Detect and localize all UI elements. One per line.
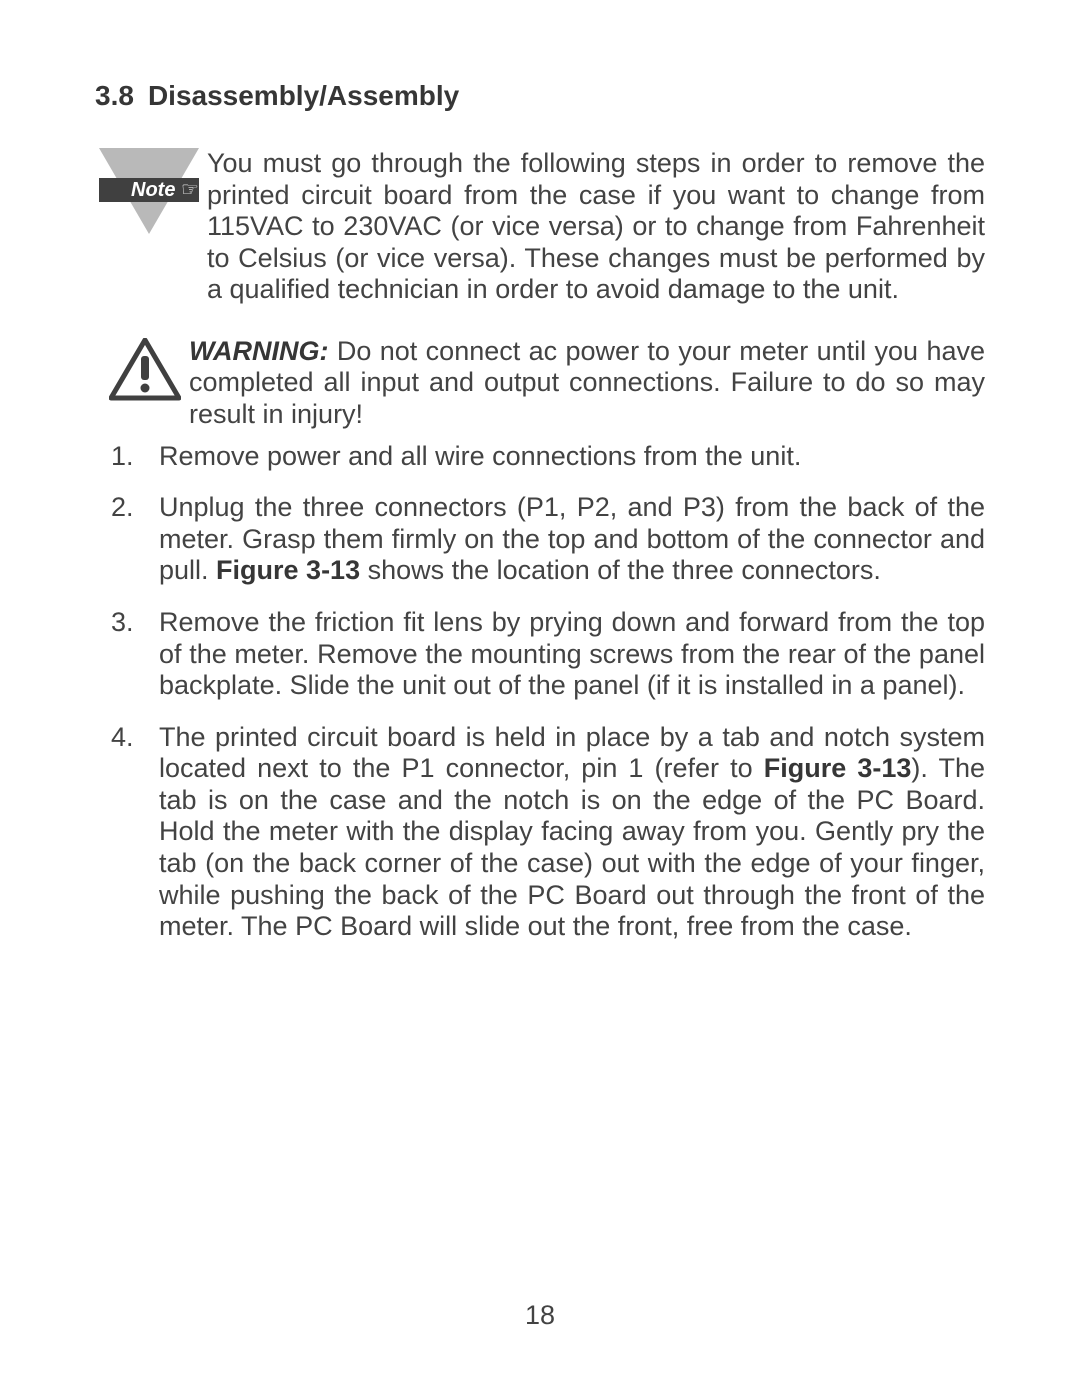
step-number: 2. (109, 492, 159, 587)
list-item: 4. The printed circuit board is held in … (109, 722, 985, 943)
figure-reference: Figure 3-13 (764, 753, 912, 783)
warning-block: WARNING: Do not connect ac power to your… (95, 336, 985, 431)
figure-reference: Figure 3-13 (216, 555, 360, 585)
section-title: Disassembly/Assembly (148, 80, 459, 111)
note-block: Note ☞ You must go through the following… (95, 148, 985, 306)
steps-list: 1. Remove power and all wire connections… (95, 441, 985, 963)
section-heading: 3.8 Disassembly/Assembly (95, 80, 985, 112)
step-body: Unplug the three connectors (P1, P2, and… (159, 492, 985, 587)
list-item: 3. Remove the friction fit lens by pryin… (109, 607, 985, 702)
step-body: The printed circuit board is held in pla… (159, 722, 985, 943)
step-number: 4. (109, 722, 159, 943)
warning-label: WARNING: (189, 336, 328, 366)
warning-text: WARNING: Do not connect ac power to your… (189, 336, 985, 431)
note-icon: Note ☞ (95, 148, 203, 236)
note-label: Note (131, 179, 175, 201)
section-number: 3.8 (95, 80, 134, 111)
list-item: 2. Unplug the three connectors (P1, P2, … (109, 492, 985, 587)
manual-page: 3.8 Disassembly/Assembly Note ☞ You must … (0, 0, 1080, 1397)
step-body: Remove the friction fit lens by prying d… (159, 607, 985, 702)
step-number: 1. (109, 441, 159, 473)
step-number: 3. (109, 607, 159, 702)
step-body: Remove power and all wire connections fr… (159, 441, 985, 473)
warning-icon (109, 338, 181, 402)
list-item: 1. Remove power and all wire connections… (109, 441, 985, 473)
page-number: 18 (95, 1300, 985, 1337)
svg-text:☞: ☞ (181, 179, 199, 201)
note-text: You must go through the following steps … (207, 148, 985, 306)
